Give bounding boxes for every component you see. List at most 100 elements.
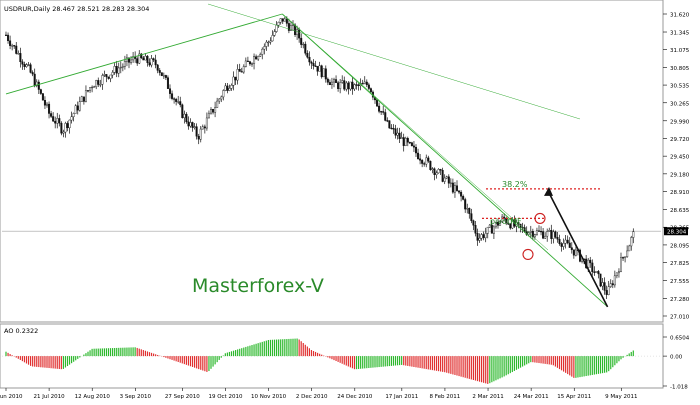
candle-body <box>13 45 16 47</box>
x-tick-label: 9 May 2011 <box>605 394 637 400</box>
candle-body <box>544 235 547 239</box>
x-tick-label: 12 Aug 2010 <box>75 394 111 400</box>
candle-body <box>400 137 403 139</box>
candle-body <box>429 160 432 170</box>
candle-body <box>538 230 541 232</box>
candle-body <box>111 72 114 76</box>
candle-body <box>339 82 342 89</box>
candle-body <box>148 62 151 66</box>
circle-marker-lower[interactable] <box>522 248 534 260</box>
candle-body <box>535 230 538 235</box>
candle-body <box>89 87 92 91</box>
projection-arrow[interactable] <box>548 192 609 308</box>
candle-body <box>490 224 493 234</box>
candle-body <box>60 122 63 134</box>
candle-body <box>203 126 206 129</box>
candle-body <box>546 231 549 237</box>
candle-body <box>242 66 245 73</box>
candle-body <box>218 98 221 102</box>
trendline-rising[interactable] <box>5 13 283 95</box>
x-tick-label: 24 Mar 2011 <box>514 394 549 400</box>
candle-body <box>205 117 208 129</box>
candle-body <box>220 96 223 100</box>
candle-body <box>556 237 559 240</box>
candle-body <box>369 88 372 93</box>
candle-body <box>277 22 280 26</box>
candle-body <box>462 196 465 200</box>
candle-body <box>316 66 319 72</box>
candle-body <box>376 99 379 107</box>
candle-body <box>259 54 262 57</box>
candle-body <box>488 224 491 228</box>
candle-body <box>503 216 506 219</box>
candle-body <box>269 40 272 43</box>
candle-body <box>427 157 430 162</box>
candle-body <box>132 56 135 61</box>
candle-body <box>601 282 604 287</box>
candle-body <box>177 101 180 103</box>
candle-body <box>52 116 55 122</box>
candle-body <box>140 53 143 59</box>
x-tick-label: 3 Sep 2010 <box>120 394 152 400</box>
candle-body <box>552 231 555 239</box>
candle-body <box>115 66 118 74</box>
candle-body <box>474 225 477 234</box>
candle-body <box>628 245 631 252</box>
candle-body <box>458 190 461 193</box>
candle-body <box>312 63 315 67</box>
watermark-text: Masterforex-V <box>192 275 324 297</box>
candle-body <box>273 31 276 36</box>
candle-body <box>605 290 608 295</box>
candle-body <box>492 226 495 234</box>
candle-body <box>292 24 295 26</box>
main-layer <box>2 3 661 308</box>
candle-body <box>501 216 504 222</box>
x-tick-label: 10 Nov 2010 <box>251 394 287 400</box>
candle-body <box>382 111 385 113</box>
candle-body <box>412 145 415 148</box>
x-tick-label: 29 Jun 2010 <box>0 394 23 400</box>
trendline-channel-upper[interactable] <box>207 3 581 120</box>
candle-body <box>613 275 616 286</box>
y-tick-label: 28.910 <box>670 190 690 196</box>
candle-body <box>345 82 348 90</box>
candle-body <box>296 29 299 35</box>
x-tick-label: 15 Apr 2011 <box>557 394 591 400</box>
candle-body <box>11 45 14 47</box>
candle-body <box>423 163 426 165</box>
candle-body <box>56 118 59 124</box>
candle-body <box>156 64 159 71</box>
circle-marker-upper[interactable] <box>534 212 546 224</box>
candle-body <box>50 113 53 117</box>
candle-body <box>37 81 40 90</box>
candle-body <box>95 80 98 87</box>
candle-body <box>248 61 251 65</box>
candle-body <box>103 74 106 76</box>
candle-body <box>497 221 500 226</box>
candle-body <box>464 199 467 210</box>
candle-body <box>48 103 51 114</box>
y-tick-label: 27.555 <box>670 279 690 285</box>
candle-body <box>630 237 633 247</box>
candle-body <box>449 182 452 184</box>
candle-body <box>392 128 395 130</box>
candle-body <box>181 104 184 119</box>
y-tick-label: 30.265 <box>670 101 690 107</box>
candle-body <box>460 191 463 197</box>
candle-body <box>136 58 139 64</box>
x-tick-label: 17 Jan 2011 <box>385 394 418 400</box>
trendline-fan[interactable] <box>282 13 549 251</box>
candle-body <box>425 157 428 165</box>
candle-body <box>107 76 110 79</box>
candle-body <box>388 120 391 129</box>
candle-body <box>33 73 36 87</box>
trendline-falling[interactable] <box>281 13 608 308</box>
candle-body <box>179 101 182 106</box>
candle-body <box>624 256 627 258</box>
candle-body <box>308 56 311 63</box>
candle-body <box>609 283 612 287</box>
candle-body <box>271 35 274 42</box>
candle-body <box>499 221 502 226</box>
y-tick-label: 28.095 <box>670 243 690 249</box>
